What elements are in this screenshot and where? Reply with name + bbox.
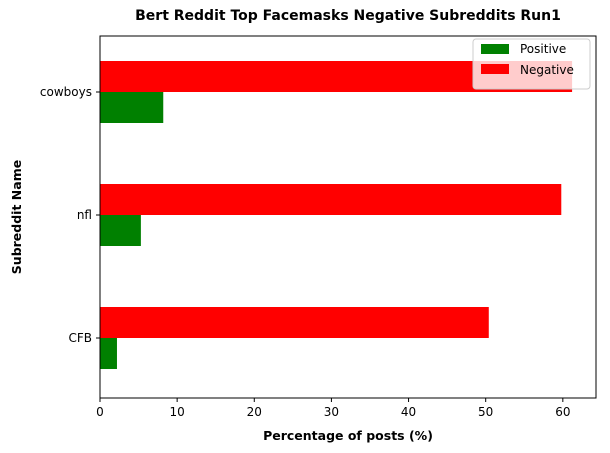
y-axis-ticks: cowboys nfl CFB: [40, 85, 100, 345]
bar-positive-cfb: [100, 338, 117, 369]
legend-label-positive: Positive: [520, 42, 566, 56]
x-tick-label: 30: [324, 405, 339, 419]
y-axis-label: Subreddit Name: [9, 160, 24, 274]
x-axis-label: Percentage of posts (%): [263, 428, 433, 443]
x-tick-label: 0: [96, 405, 104, 419]
x-tick-label: 60: [555, 405, 570, 419]
bars-group: [100, 61, 573, 369]
legend: Positive Negative: [472, 38, 591, 90]
bar-positive-cowboys: [100, 92, 164, 123]
legend-swatch-negative: [481, 64, 509, 74]
bar-negative-nfl: [100, 184, 562, 215]
x-tick-label: 50: [478, 405, 493, 419]
bar-negative-cfb: [100, 307, 489, 338]
x-axis-ticks: 0 10 20 30 40 50 60: [96, 398, 570, 419]
x-tick-label: 40: [401, 405, 416, 419]
y-tick-label-nfl: nfl: [77, 208, 92, 222]
x-tick-label: 20: [247, 405, 262, 419]
legend-label-negative: Negative: [520, 63, 574, 77]
y-tick-label-cowboys: cowboys: [40, 85, 92, 99]
bar-positive-nfl: [100, 215, 141, 246]
x-tick-label: 10: [169, 405, 184, 419]
y-tick-label-cfb: CFB: [68, 331, 92, 345]
legend-swatch-positive: [481, 44, 509, 54]
plot-frame: [99, 35, 597, 399]
chart-title: Bert Reddit Top Facemasks Negative Subre…: [135, 8, 561, 24]
